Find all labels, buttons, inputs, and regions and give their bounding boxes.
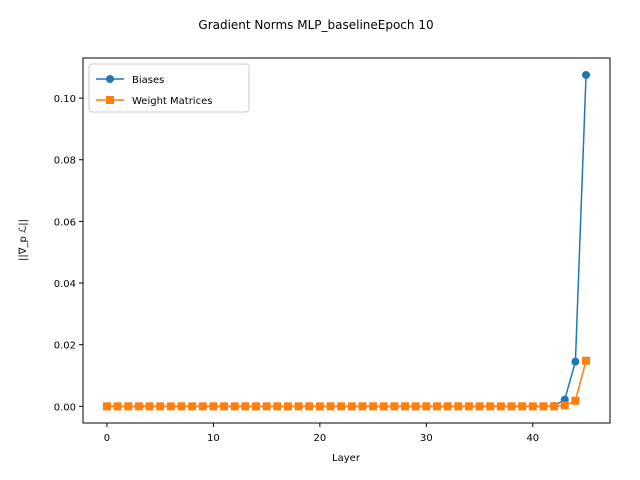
data-point-weight-matrices: [571, 396, 580, 405]
data-point-weight-matrices: [134, 402, 143, 411]
legend-label-biases: Biases: [132, 75, 164, 86]
series-biases: [102, 70, 591, 411]
data-point-weight-matrices: [102, 402, 111, 411]
data-point-weight-matrices: [166, 402, 175, 411]
data-point-weight-matrices: [177, 402, 186, 411]
data-point-weight-matrices: [198, 402, 207, 411]
y-tick-label: 0.10: [54, 94, 76, 105]
x-axis-label: Layer: [332, 453, 361, 464]
data-point-biases: [571, 357, 580, 366]
y-axis-ticks: 0.00 0.02 0.04 0.06 0.08 0.10: [54, 94, 83, 413]
y-tick-label: 0.04: [54, 279, 76, 290]
y-tick-label: 0.08: [54, 156, 76, 167]
data-point-weight-matrices: [294, 402, 303, 411]
data-point-weight-matrices: [145, 402, 154, 411]
data-point-weight-matrices: [496, 402, 505, 411]
data-point-weight-matrices: [315, 402, 324, 411]
data-point-weight-matrices: [486, 402, 495, 411]
data-point-weight-matrices: [124, 402, 133, 411]
data-point-weight-matrices: [528, 402, 537, 411]
data-point-weight-matrices: [369, 402, 378, 411]
series-layer: [102, 70, 591, 411]
series-weight-matrices: [102, 356, 591, 411]
data-point-weight-matrices: [283, 402, 292, 411]
data-point-weight-matrices: [113, 402, 122, 411]
data-point-biases: [582, 70, 591, 79]
legend-marker-biases: [106, 75, 114, 83]
data-point-weight-matrices: [347, 402, 356, 411]
data-point-weight-matrices: [475, 402, 484, 411]
data-point-weight-matrices: [582, 356, 591, 365]
x-tick-label: 20: [314, 433, 327, 444]
data-point-weight-matrices: [379, 402, 388, 411]
x-tick-label: 10: [207, 433, 220, 444]
legend: Biases Weight Matrices: [88, 63, 250, 113]
y-axis-label: ||∇_p ℒ||: [18, 219, 29, 261]
data-point-weight-matrices: [305, 402, 314, 411]
data-point-weight-matrices: [443, 402, 452, 411]
x-tick-label: 30: [420, 433, 433, 444]
data-point-weight-matrices: [230, 402, 239, 411]
data-point-weight-matrices: [156, 402, 165, 411]
data-point-weight-matrices: [454, 402, 463, 411]
data-point-weight-matrices: [464, 402, 473, 411]
data-point-weight-matrices: [273, 402, 282, 411]
data-point-weight-matrices: [337, 402, 346, 411]
data-point-weight-matrices: [411, 402, 420, 411]
legend-label-weight-matrices: Weight Matrices: [132, 96, 212, 107]
data-point-weight-matrices: [550, 402, 559, 411]
data-point-weight-matrices: [560, 401, 569, 410]
data-point-weight-matrices: [539, 402, 548, 411]
data-point-weight-matrices: [507, 402, 516, 411]
legend-marker-weight-matrices: [106, 96, 114, 104]
x-tick-label: 0: [104, 433, 110, 444]
y-tick-label: 0.02: [54, 341, 76, 352]
series-line-weight-matrices: [106, 360, 587, 408]
data-point-weight-matrices: [241, 402, 250, 411]
data-point-weight-matrices: [422, 402, 431, 411]
data-point-weight-matrices: [390, 402, 399, 411]
data-point-weight-matrices: [188, 402, 197, 411]
y-tick-label: 0.00: [54, 402, 76, 413]
data-point-weight-matrices: [262, 402, 271, 411]
data-point-weight-matrices: [220, 402, 229, 411]
data-point-weight-matrices: [252, 402, 261, 411]
legend-box: [88, 63, 250, 113]
data-point-weight-matrices: [432, 402, 441, 411]
series-line-biases: [106, 74, 587, 408]
data-point-weight-matrices: [401, 402, 410, 411]
x-axis-ticks: 0 10 20 30 40: [104, 423, 539, 444]
plot-frame: [82, 57, 611, 424]
x-tick-label: 40: [526, 433, 539, 444]
chart-title: Gradient Norms MLP_baselineEpoch 10: [198, 18, 433, 32]
y-tick-label: 0.06: [54, 217, 76, 228]
data-point-weight-matrices: [518, 402, 527, 411]
data-point-weight-matrices: [326, 402, 335, 411]
data-point-weight-matrices: [358, 402, 367, 411]
data-point-weight-matrices: [209, 402, 218, 411]
